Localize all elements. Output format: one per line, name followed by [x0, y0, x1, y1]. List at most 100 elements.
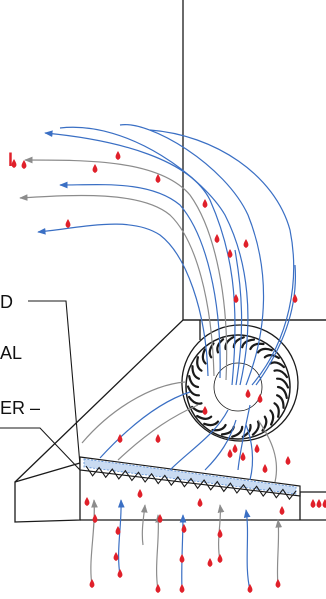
label-fragment-3: ER – [0, 398, 41, 418]
contaminant-droplet [65, 219, 71, 228]
contaminant-droplet [92, 514, 98, 523]
discharge-stream [59, 181, 221, 379]
discharge-stream [119, 124, 265, 386]
contaminant-droplet [155, 434, 161, 443]
blower-scroll [181, 324, 299, 442]
contaminant-droplet [227, 249, 233, 258]
intake-stream [275, 519, 283, 586]
blower-blade [249, 342, 265, 351]
blower-blade [196, 414, 213, 420]
contaminant-droplet [275, 579, 281, 588]
discharge-stream [234, 249, 243, 386]
contaminant-droplet [113, 552, 119, 561]
leader-line-1 [28, 300, 81, 466]
blower-blade [232, 336, 245, 349]
filter-media [83, 458, 297, 495]
contaminant-droplet [262, 464, 268, 473]
contaminant-droplet [157, 514, 163, 523]
contaminant-droplet [197, 498, 203, 507]
contaminant-droplet [155, 584, 161, 593]
contaminant-droplet [322, 499, 326, 508]
blower-blade [188, 375, 200, 389]
blower-blade [186, 385, 200, 397]
filter-to-blower-stream [99, 391, 191, 459]
intake-stream [140, 504, 148, 546]
blower-blade [191, 365, 200, 380]
contaminant-droplet [179, 554, 185, 563]
blower-blade [276, 377, 290, 389]
filter-to-blower-stream [245, 424, 254, 481]
label-fragment-1: D [0, 292, 13, 312]
discharge-stream [19, 194, 215, 377]
blower-blade [241, 338, 256, 349]
intake-stream [117, 499, 125, 576]
intake-stream [155, 514, 162, 591]
contaminant-droplet [217, 554, 223, 563]
blower-blade [263, 354, 280, 360]
contaminant-droplet [285, 456, 291, 465]
filter-to-blower-stream [204, 419, 237, 471]
contaminant-droplet [247, 584, 253, 593]
blower-blade [276, 394, 285, 409]
contaminant-droplet [117, 434, 123, 443]
contaminant-droplet [310, 499, 316, 508]
contaminant-droplet [254, 444, 260, 453]
contaminant-droplet [214, 234, 220, 243]
contaminant-droplet [117, 569, 123, 578]
contaminant-droplet [233, 294, 239, 303]
contaminant-droplet [316, 499, 322, 508]
contaminant-droplet [243, 239, 249, 248]
blower-blade [273, 369, 289, 379]
upper-housing [182, 0, 326, 321]
contaminant-droplet [181, 524, 187, 533]
filter-to-blower-stream [117, 404, 199, 461]
discharge-stream [255, 264, 297, 386]
filter-pleats [85, 465, 297, 501]
contaminant-droplet [279, 506, 285, 515]
discharge-stream [44, 130, 236, 386]
intake-stream [90, 499, 98, 586]
blower-blade [269, 409, 275, 426]
blower-blade [231, 425, 244, 438]
air-filter [79, 456, 301, 501]
leader-line-2 [0, 427, 81, 471]
contaminant-droplet [207, 558, 213, 567]
filter-to-blower-stream [257, 419, 278, 483]
blower-blade [203, 420, 220, 427]
discharge-stream [59, 126, 249, 386]
contaminant-markers [11, 151, 326, 593]
contaminant-droplet [84, 497, 90, 506]
contaminant-droplet [245, 389, 251, 398]
blower-blade [269, 361, 285, 369]
filter-to-blower-stream [237, 404, 251, 471]
blower-inner-rim [213, 362, 263, 412]
contaminant-droplet [202, 199, 208, 208]
blower-blade [196, 356, 203, 372]
filter-to-blower-stream [81, 381, 186, 444]
contaminant-droplet [89, 579, 95, 588]
contaminant-droplet [155, 174, 161, 183]
blower-outer-rim [185, 334, 291, 440]
contaminant-droplet [232, 444, 238, 453]
blower-blade [256, 347, 273, 354]
blower-blade [201, 348, 207, 365]
blower-blade [276, 385, 288, 399]
intake-stream [243, 509, 251, 591]
blower-blade [187, 395, 203, 405]
contaminant-droplet [240, 452, 246, 461]
contaminant-droplet [217, 529, 223, 538]
blower-blade [273, 402, 280, 418]
contaminant-droplet [179, 584, 185, 593]
contaminant-droplet [92, 164, 98, 173]
contaminant-droplet [137, 489, 143, 498]
leader-lines [0, 300, 81, 471]
label-fragment-2: AL [0, 343, 23, 363]
label-fragment-4: l [8, 150, 14, 170]
contaminant-droplet [257, 394, 263, 403]
blower-blade [216, 338, 225, 354]
intake-stream [179, 514, 187, 591]
contaminant-droplet [227, 449, 233, 458]
airflow-streams [19, 124, 297, 591]
contaminant-droplet [115, 151, 121, 160]
